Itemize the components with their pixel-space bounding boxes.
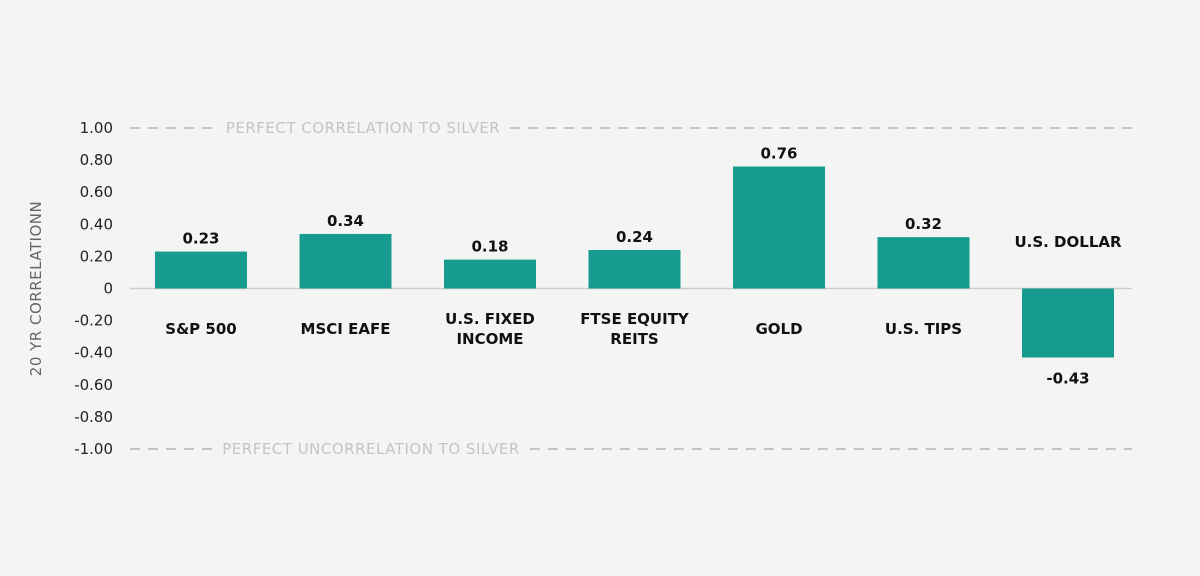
data-label: 0.32 xyxy=(905,215,942,233)
y-tick-label: -0.60 xyxy=(74,376,113,394)
category-label: U.S. FIXED xyxy=(445,310,535,328)
category-label: REITS xyxy=(610,330,658,348)
bar xyxy=(1022,288,1114,358)
data-label: 0.34 xyxy=(327,212,364,230)
category-label: U.S. DOLLAR xyxy=(1014,233,1122,251)
y-tick-label: 0.40 xyxy=(80,215,113,233)
category-label: MSCI EAFE xyxy=(301,320,391,338)
y-tick-label: -1.00 xyxy=(74,440,113,458)
bar xyxy=(877,237,970,289)
y-tick-label: -0.40 xyxy=(74,344,113,362)
category-label: U.S. TIPS xyxy=(885,320,962,338)
perfect-uncorrelation-label: PERFECT UNCORRELATION TO SILVER xyxy=(222,440,520,458)
y-tick-label: -0.20 xyxy=(74,312,113,330)
data-label: 0.23 xyxy=(182,230,219,248)
bar xyxy=(299,233,392,289)
bar xyxy=(733,166,825,289)
bar xyxy=(444,259,536,289)
y-tick-label: 0.20 xyxy=(80,247,113,265)
bar xyxy=(588,249,681,289)
category-label: INCOME xyxy=(456,330,523,348)
y-tick-label: 0.80 xyxy=(80,151,113,169)
category-label: GOLD xyxy=(755,320,802,338)
category-label: S&P 500 xyxy=(165,320,236,338)
data-label: 0.76 xyxy=(760,145,797,163)
y-tick-label: 0.60 xyxy=(80,183,113,201)
y-axis-title: 20 YR CORRELATIONN xyxy=(27,201,45,376)
y-tick-label: 1.00 xyxy=(80,119,113,137)
data-label: 0.24 xyxy=(616,228,653,246)
category-label: FTSE EQUITY xyxy=(580,310,690,328)
perfect-correlation-label: PERFECT CORRELATION TO SILVER xyxy=(226,119,500,137)
data-label: -0.43 xyxy=(1046,370,1089,388)
y-tick-label: 0 xyxy=(103,280,113,298)
bar xyxy=(155,251,247,289)
data-label: 0.18 xyxy=(471,238,508,256)
y-tick-label: -0.80 xyxy=(74,408,113,426)
